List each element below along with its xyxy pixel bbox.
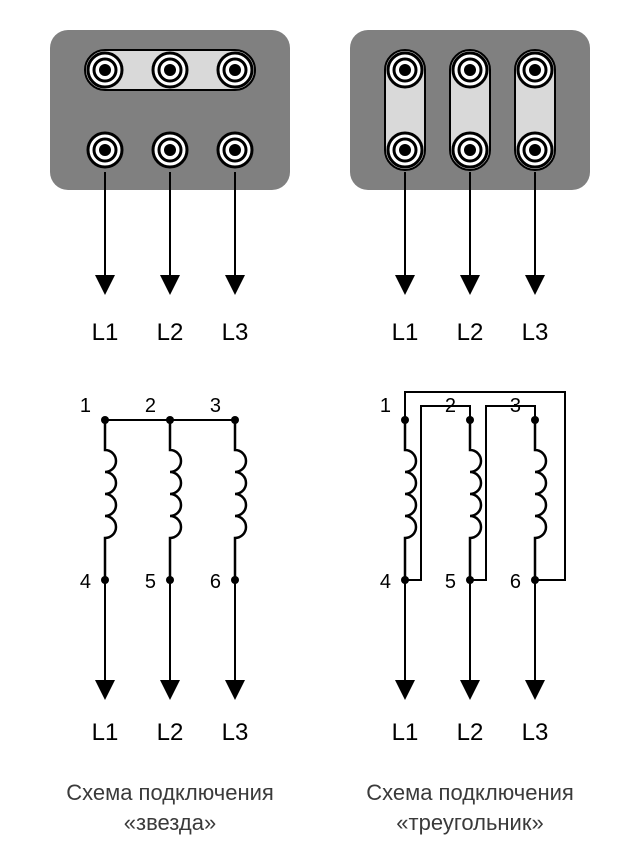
svg-text:«звезда»: «звезда» <box>124 810 216 835</box>
svg-text:Схема подключения: Схема подключения <box>366 780 574 805</box>
svg-text:Схема подключения: Схема подключения <box>66 780 274 805</box>
svg-text:L3: L3 <box>522 719 549 746</box>
svg-text:1: 1 <box>80 395 91 417</box>
svg-text:«треугольник»: «треугольник» <box>396 810 543 835</box>
svg-text:4: 4 <box>80 571 91 593</box>
svg-text:L2: L2 <box>157 719 184 746</box>
svg-text:L3: L3 <box>222 319 249 346</box>
svg-text:L1: L1 <box>92 719 119 746</box>
svg-text:L2: L2 <box>457 719 484 746</box>
svg-text:L1: L1 <box>92 319 119 346</box>
svg-text:L1: L1 <box>392 319 419 346</box>
svg-text:L1: L1 <box>392 719 419 746</box>
wiring-diagram: L1L2L3L1L2L3123456L1L2L3123456L1L2L3Схем… <box>0 0 640 860</box>
svg-text:4: 4 <box>380 571 391 593</box>
svg-text:6: 6 <box>510 571 521 593</box>
svg-text:5: 5 <box>445 571 456 593</box>
svg-text:L2: L2 <box>457 319 484 346</box>
svg-text:L3: L3 <box>522 319 549 346</box>
svg-text:L3: L3 <box>222 719 249 746</box>
svg-text:6: 6 <box>210 571 221 593</box>
svg-text:5: 5 <box>145 571 156 593</box>
svg-text:L2: L2 <box>157 319 184 346</box>
svg-text:3: 3 <box>210 395 221 417</box>
svg-text:2: 2 <box>145 395 156 417</box>
svg-text:1: 1 <box>380 395 391 417</box>
